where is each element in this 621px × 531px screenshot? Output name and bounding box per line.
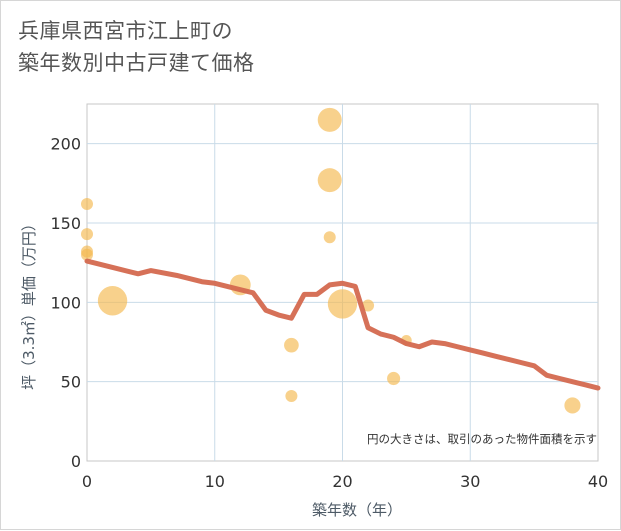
data-point: [317, 107, 342, 132]
data-point: [284, 337, 299, 353]
size-note: 円の大きさは、取引のあった物件面積を示す: [367, 432, 597, 446]
y-tick-label: 50: [61, 373, 81, 392]
data-point: [97, 286, 128, 316]
x-tick-label: 40: [588, 472, 608, 491]
y-axis-label: 坪（3.3㎡）単価（万円）: [20, 216, 38, 390]
data-point: [362, 299, 375, 312]
data-point: [317, 168, 342, 193]
x-tick-label: 10: [205, 472, 225, 491]
data-point: [81, 228, 93, 241]
chart-title: 兵庫県西宮市江上町の 築年数別中古戸建て価格: [18, 15, 255, 79]
data-point: [323, 231, 336, 244]
data-point: [564, 397, 581, 414]
y-tick-label: 200: [50, 135, 81, 154]
x-axis-label: 築年数（年）: [312, 501, 402, 519]
trend-line: [84, 258, 601, 391]
y-tick-label: 100: [50, 293, 81, 312]
y-tick-label: 0: [71, 452, 81, 471]
tick-labels: 0 10 20 30 40 0 50 100 150 200: [50, 135, 608, 491]
trend-layer: [84, 258, 601, 391]
x-tick-label: 0: [82, 472, 92, 491]
chart-title-line-1: 兵庫県西宮市江上町の: [18, 19, 233, 43]
y-tick-label: 150: [50, 214, 81, 233]
data-point: [387, 371, 401, 386]
data-point: [81, 248, 93, 261]
x-tick-label: 20: [332, 472, 352, 491]
data-point: [81, 197, 93, 210]
data-point: [285, 389, 298, 402]
x-tick-label: 30: [460, 472, 480, 491]
chart-title-line-2: 築年数別中古戸建て価格: [18, 51, 255, 75]
grid-lines: [86, 103, 599, 462]
bubble-layer: [81, 107, 581, 414]
data-point: [327, 289, 358, 319]
